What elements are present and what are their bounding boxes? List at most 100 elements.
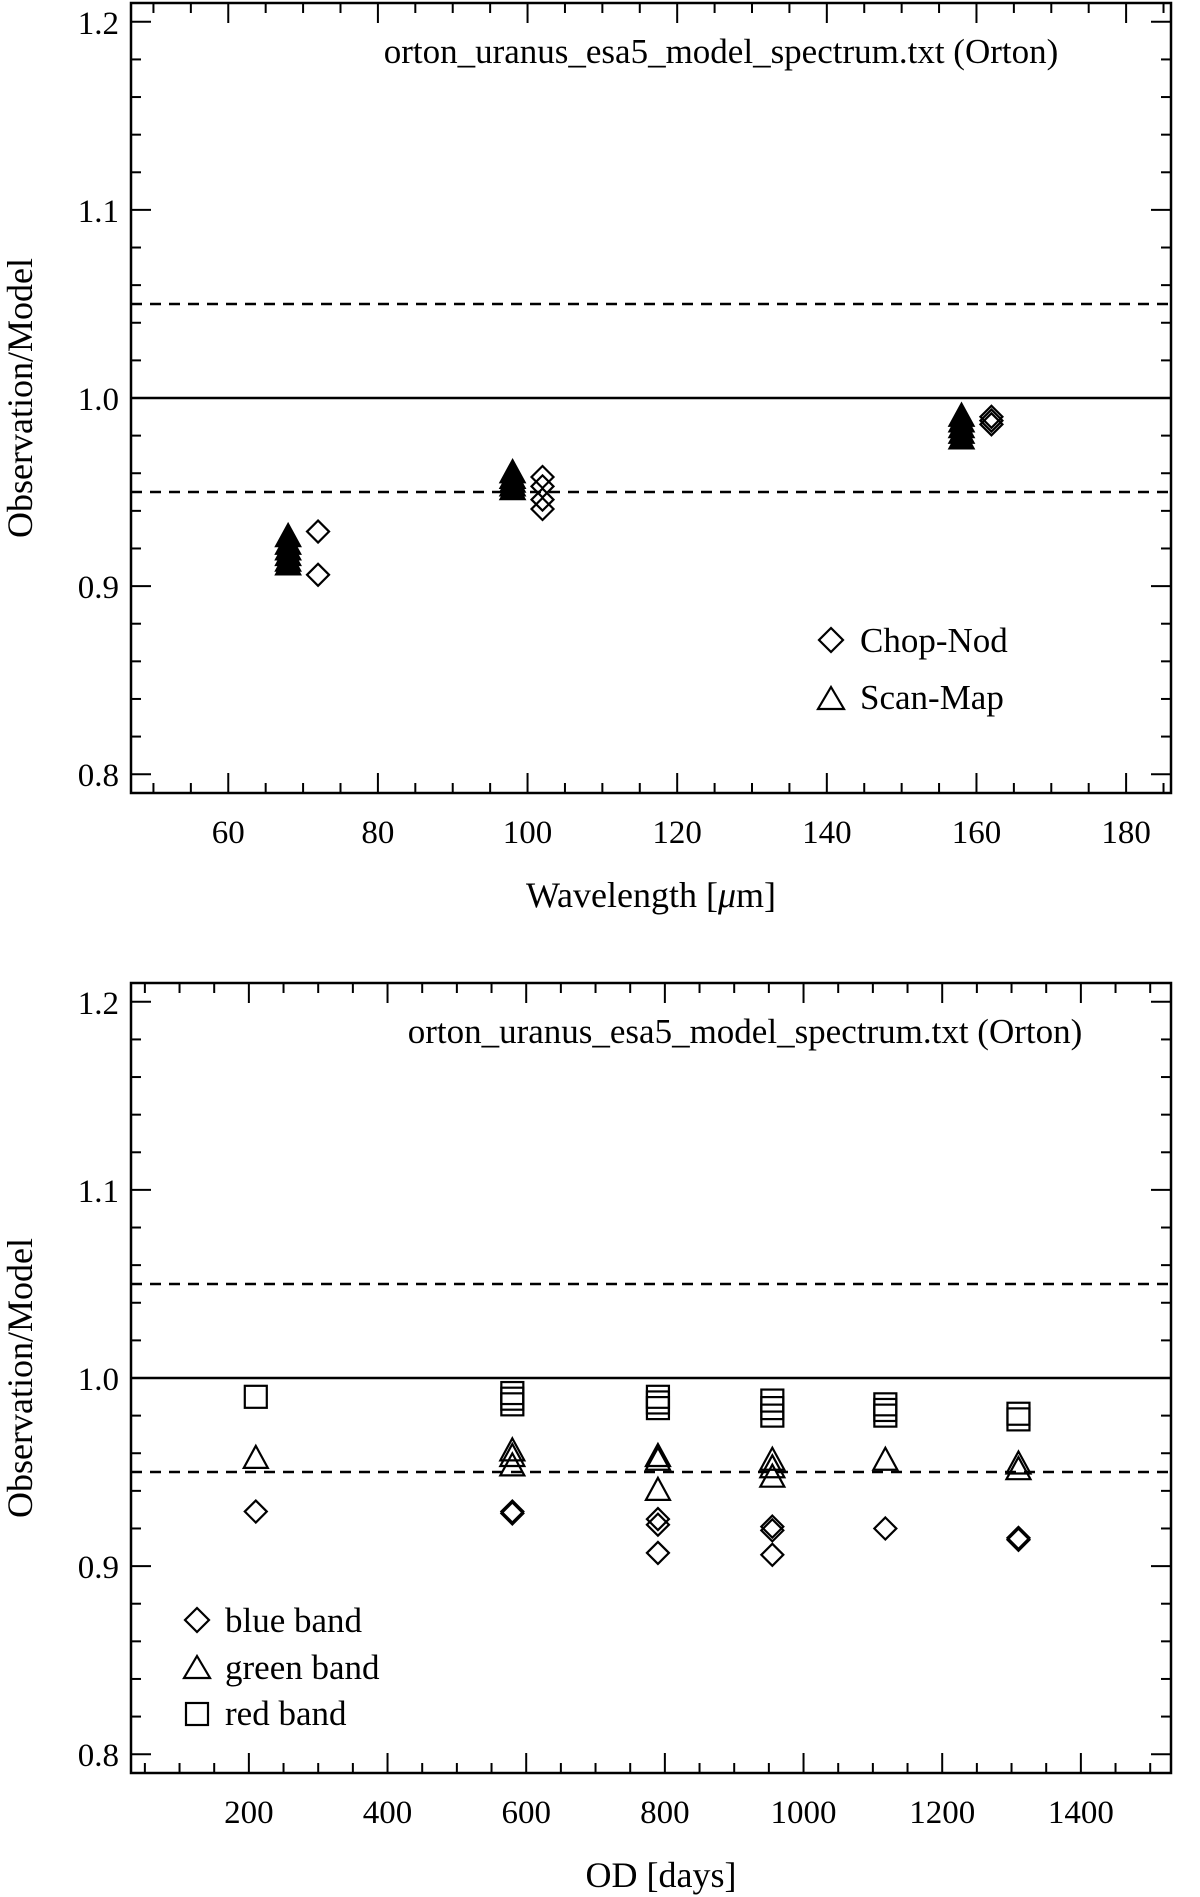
diamond-marker: [978, 404, 1004, 430]
y-tick-label: 1.0: [78, 1362, 119, 1398]
triangle-marker: [498, 1451, 527, 1477]
x-axis-label: Wavelength [μm]: [526, 875, 776, 915]
x-tick-label: 100: [503, 815, 553, 851]
triangle-marker-icon: [816, 684, 846, 711]
legend-item-chop-nod: Chop-Nod: [817, 621, 1008, 660]
diamond-marker: [1005, 1527, 1032, 1553]
axis-ticks: [131, 3, 1171, 793]
legend-item-scan-map: Scan-Map: [816, 678, 1004, 717]
data-markers: [241, 1380, 1033, 1568]
diamond-marker: [645, 1506, 671, 1532]
chart-title: orton_uranus_esa5_model_spectrum.txt (Or…: [384, 32, 1059, 71]
diamond-marker: [645, 1540, 671, 1566]
reference-lines: [131, 1282, 1171, 1474]
y-tick-label: 1.1: [78, 1174, 119, 1210]
diamond-marker: [305, 562, 331, 588]
diamond-marker: [759, 1517, 785, 1543]
x-tick-label: 140: [802, 815, 852, 851]
y-tick-label: 0.9: [78, 570, 119, 606]
chart-title: orton_uranus_esa5_model_spectrum.txt (Or…: [408, 1012, 1083, 1051]
x-tick-label: 60: [212, 815, 245, 851]
legend: blue band green band red band: [182, 1601, 380, 1733]
triangle-marker-icon: [182, 1653, 212, 1680]
square-marker: [243, 1384, 268, 1409]
square-marker: [760, 1403, 785, 1428]
square-marker: [645, 1395, 671, 1421]
square-marker: [1006, 1407, 1031, 1432]
square-marker: [873, 1403, 898, 1428]
triangle-marker: [274, 550, 302, 576]
square-marker: [645, 1390, 671, 1415]
triangle-marker: [644, 1475, 672, 1501]
x-tick-label: 120: [652, 815, 702, 851]
legend-label: Chop-Nod: [860, 621, 1008, 660]
data-markers: [274, 401, 1004, 588]
y-tick-label: 0.8: [78, 1738, 119, 1774]
diamond-marker: [1005, 1525, 1032, 1551]
legend: Chop-Nod Scan-Map: [816, 621, 1008, 717]
triangle-marker: [947, 424, 976, 450]
diamond-marker: [305, 518, 331, 545]
x-tick-label: 800: [640, 1795, 690, 1831]
diamond-marker: [499, 1500, 525, 1526]
legend-item-blue-band: blue band: [183, 1601, 363, 1640]
triangle-marker: [241, 1443, 270, 1469]
x-tick-label: 400: [363, 1795, 413, 1831]
legend-label: blue band: [225, 1601, 363, 1640]
y-tick-label: 1.2: [78, 6, 119, 42]
reference-lines: [131, 302, 1171, 494]
y-axis-label: Observation/Model: [0, 1238, 40, 1518]
legend-label: red band: [225, 1694, 347, 1733]
diamond-marker-icon: [817, 626, 845, 654]
triangle-marker: [644, 1445, 672, 1471]
wavelength-chart: 0.8 0.9 1.0 1.1 1.2 60 80 100 120 140 160 180 orton…: [0, 1, 1173, 915]
tick-labels: 0.8 0.9 1.0 1.1 1.2 200 400 600 800 1000 1200 1400: [78, 986, 1114, 1831]
diamond-marker: [529, 464, 556, 490]
legend-item-green-band: green band: [182, 1648, 380, 1687]
diamond-marker: [529, 473, 556, 499]
triangle-marker: [1004, 1449, 1033, 1475]
x-tick-label: 1000: [771, 1795, 837, 1831]
y-tick-label: 1.0: [78, 382, 119, 418]
triangle-marker: [871, 1445, 900, 1471]
diamond-marker: [645, 1512, 671, 1538]
diamond-marker: [529, 487, 556, 513]
square-marker: [760, 1388, 785, 1413]
diamond-marker: [499, 1498, 525, 1525]
y-tick-label: 0.8: [78, 758, 119, 794]
tick-labels: 0.8 0.9 1.0 1.1 1.2 60 80 100 120 140 160 180: [78, 6, 1151, 851]
triangle-marker: [498, 1436, 527, 1462]
axis-ticks: [131, 983, 1171, 1773]
x-tick-label: 600: [501, 1795, 551, 1831]
square-marker: [1006, 1401, 1031, 1426]
square-marker: [500, 1386, 525, 1411]
triangle-marker: [644, 1441, 672, 1468]
triangle-marker: [758, 1445, 787, 1471]
y-tick-label: 1.1: [78, 194, 119, 230]
x-tick-label: 160: [952, 815, 1002, 851]
legend-label: green band: [225, 1648, 380, 1687]
triangle-marker: [498, 1441, 527, 1468]
triangle-marker: [758, 1462, 787, 1488]
square-marker: [873, 1397, 898, 1423]
diamond-marker: [759, 1514, 785, 1540]
diamond-marker: [978, 408, 1004, 434]
square-marker-icon: [184, 1701, 210, 1727]
triangle-marker: [498, 474, 527, 501]
x-tick-label: 180: [1101, 815, 1151, 851]
legend-label: Scan-Map: [860, 678, 1004, 717]
diamond-marker: [243, 1498, 269, 1525]
y-tick-label: 0.9: [78, 1550, 119, 1586]
diamond-marker-icon: [183, 1606, 211, 1634]
x-tick-label: 1400: [1048, 1795, 1114, 1831]
square-marker: [760, 1395, 785, 1421]
triangle-marker: [1004, 1454, 1033, 1481]
x-tick-label: 200: [224, 1795, 274, 1831]
x-tick-label: 80: [361, 815, 394, 851]
diamond-marker: [529, 496, 556, 522]
diamond-marker: [872, 1515, 898, 1542]
triangle-marker: [758, 1452, 787, 1479]
y-axis-label: Observation/Model: [0, 258, 40, 538]
